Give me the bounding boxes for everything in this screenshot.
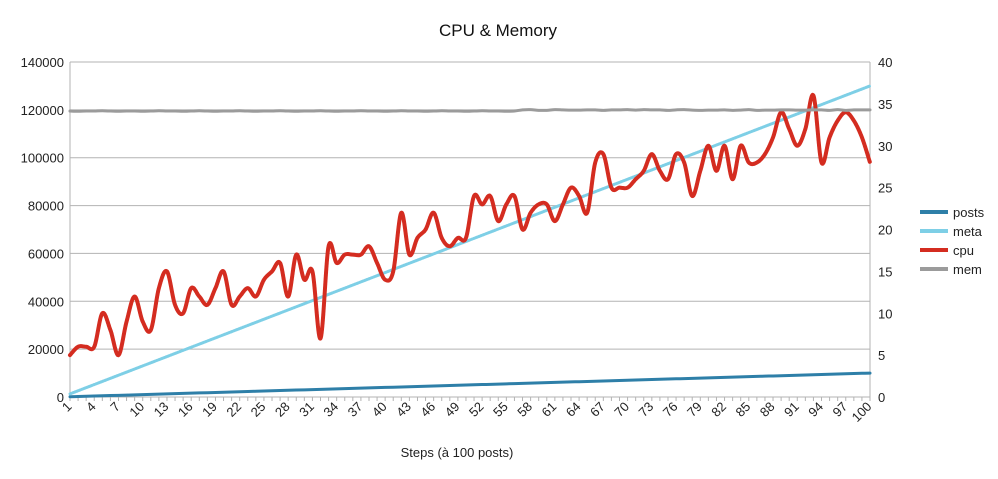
x-axis-label: Steps (à 100 posts) [401, 445, 514, 460]
y-tick-label: 40000 [28, 294, 64, 309]
legend-label-mem: mem [953, 262, 982, 277]
y2-tick-label: 0 [878, 390, 885, 405]
series-layer [68, 84, 872, 399]
y-tick-label: 120000 [21, 103, 64, 118]
y2-tick-label: 35 [878, 97, 892, 112]
y-tick-label: 60000 [28, 246, 64, 261]
series-line-mem [68, 108, 872, 113]
y-tick-label: 80000 [28, 199, 64, 214]
y2-tick-label: 25 [878, 181, 892, 196]
y2-tick-label: 20 [878, 223, 892, 238]
y-tick-label: 0 [57, 390, 64, 405]
y2-tick-label: 5 [878, 348, 885, 363]
y2-tick-label: 40 [878, 55, 892, 70]
y-tick-label: 20000 [28, 342, 64, 357]
series-line-meta [68, 84, 872, 396]
legend-label-meta: meta [953, 224, 983, 239]
legend: posts meta cpu mem [920, 205, 985, 277]
y2-tick-label: 15 [878, 264, 892, 279]
y2-tick-label: 30 [878, 139, 892, 154]
chart-title: CPU & Memory [439, 21, 558, 40]
y2-tick-label: 10 [878, 306, 892, 321]
axes-layer [69, 62, 871, 401]
legend-label-cpu: cpu [953, 243, 974, 258]
y-tick-label: 100000 [21, 151, 64, 166]
y-tick-label: 140000 [21, 55, 64, 70]
series-line-posts [68, 371, 872, 399]
legend-label-posts: posts [953, 205, 985, 220]
series-line-cpu [68, 92, 872, 358]
